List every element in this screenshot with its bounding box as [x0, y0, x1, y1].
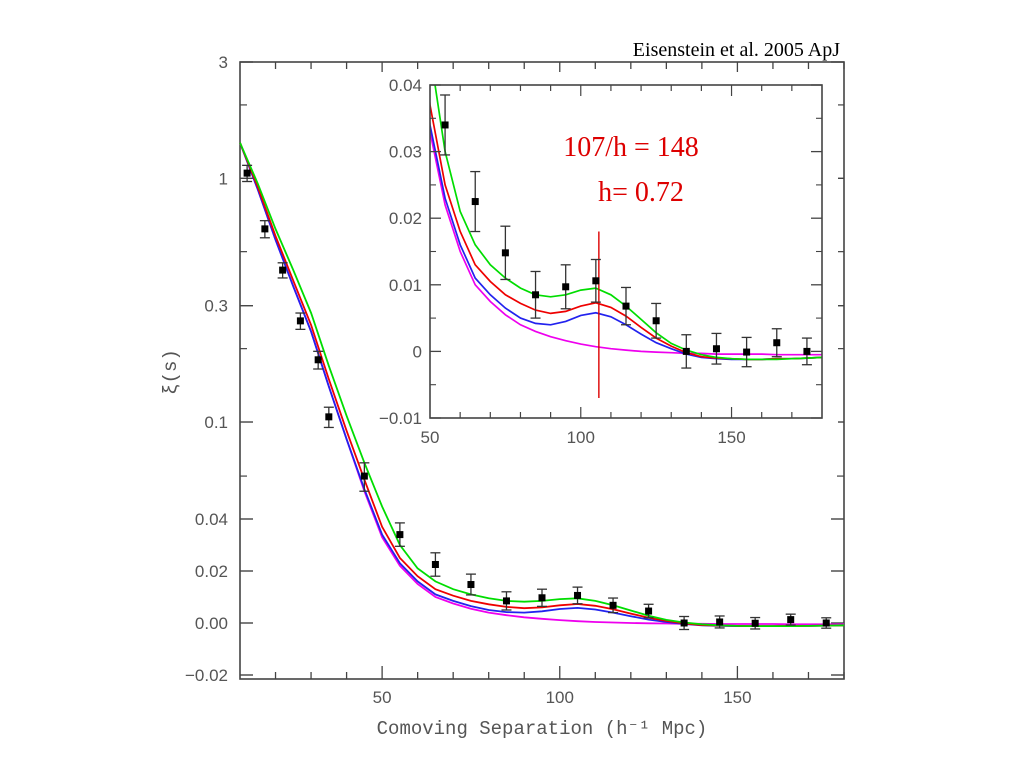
inset-x-tick-label: 100: [567, 428, 595, 447]
inset-data-point: [711, 332, 722, 365]
data-point: [608, 597, 619, 614]
data-point: [259, 220, 270, 239]
data-point: [295, 312, 306, 330]
inset-data-points: [440, 94, 812, 369]
data-point: [313, 350, 324, 370]
data-point: [750, 616, 761, 630]
data-point: [572, 586, 583, 605]
data-point: [430, 552, 441, 577]
inset-data-point: [681, 334, 692, 369]
inset-model-curves: [430, 85, 822, 361]
inset-y-tick-label: 0.04: [389, 76, 422, 95]
inset-data-point: [771, 328, 782, 358]
inset-background: [372, 72, 838, 458]
y-tick-label: −0.02: [185, 666, 228, 685]
x-tick-label: 100: [546, 688, 574, 707]
inset-data-point: [741, 336, 752, 368]
inset-x-tick-label: 150: [717, 428, 745, 447]
data-point: [359, 462, 370, 492]
inset-y-tick-label: 0.03: [389, 143, 422, 162]
main-data-points: [242, 164, 832, 631]
inset-data-point: [470, 170, 481, 233]
inset-data-point: [500, 225, 511, 281]
y-tick-label: 0.02: [195, 562, 228, 581]
y-tick-label: 0.1: [204, 413, 228, 432]
main-plot: 3 1 0.3 0.1 0.04 0.02 0.00 −0.02 50 100 150 Comovi…: [160, 53, 845, 740]
data-point: [277, 262, 288, 279]
data-point: [323, 406, 334, 429]
y-tick-label: 0.04: [195, 510, 228, 529]
y-tick-label: 0.00: [195, 614, 228, 633]
y-tick-label: 1: [219, 169, 228, 188]
inset-magenta-model-curve: [430, 124, 822, 356]
inset-y-tick-label: 0.02: [389, 209, 422, 228]
inset-data-point: [530, 270, 541, 319]
data-point: [821, 617, 832, 629]
x-tick-label: 50: [373, 688, 392, 707]
inset-data-point: [651, 302, 662, 339]
main-tick-labels: 3 1 0.3 0.1 0.04 0.02 0.00 −0.02 50 100 150: [185, 53, 752, 707]
inset-data-point: [801, 337, 812, 366]
inset-data-point: [440, 94, 451, 156]
data-point: [785, 613, 796, 626]
x-tick-label: 150: [723, 688, 751, 707]
data-point: [501, 591, 512, 611]
y-axis-title: ξ(s): [160, 349, 182, 395]
main-plot-frame: [239, 61, 845, 680]
inset-data-point: [560, 264, 571, 310]
citation-text: Eisenstein et al. 2005 ApJ: [633, 39, 840, 61]
x-axis-title: Comoving Separation (h⁻¹ Mpc): [377, 718, 708, 740]
inset-data-point: [590, 258, 601, 303]
data-point: [394, 522, 405, 547]
data-point: [465, 573, 476, 596]
inset-y-tick-label: 0: [413, 342, 422, 361]
y-tick-label: 3: [219, 53, 228, 72]
inset-data-point: [621, 286, 631, 326]
inset-green-model-curve: [434, 85, 822, 361]
inset-y-tick-label: 0.01: [389, 276, 422, 295]
y-tick-label: 0.3: [204, 297, 228, 316]
data-point: [537, 588, 547, 608]
inset-x-tick-label: 50: [421, 428, 440, 447]
inset-tick-marks: [430, 84, 822, 419]
data-point: [242, 164, 253, 183]
data-point: [714, 615, 725, 629]
inset-y-tick-label: −0.01: [379, 409, 422, 428]
annotation-line-2: h= 0.72: [598, 177, 684, 208]
data-point: [643, 603, 654, 619]
data-point: [679, 615, 690, 631]
annotation-line-1: 107/h = 148: [563, 132, 699, 163]
